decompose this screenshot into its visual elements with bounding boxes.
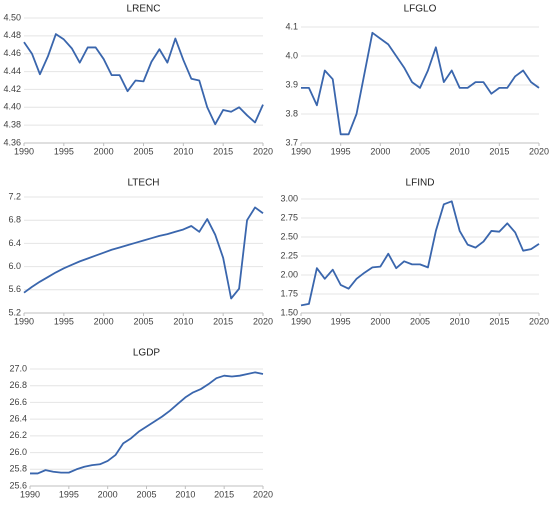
x-tick-label: 2015 xyxy=(213,146,233,156)
y-tick-label: 3.8 xyxy=(285,108,298,118)
x-tick-label: 1990 xyxy=(14,316,34,326)
y-tick-label: 6.4 xyxy=(8,238,21,248)
x-tick-label: 2010 xyxy=(175,489,195,499)
y-tick-label: 25.6 xyxy=(9,480,27,490)
x-tick-label: 2005 xyxy=(133,146,153,156)
x-tick-label: 2020 xyxy=(253,146,273,156)
y-tick-label: 4.36 xyxy=(3,137,21,147)
y-tick-label: 4.1 xyxy=(285,21,298,31)
x-tick-label: 2010 xyxy=(173,316,193,326)
y-tick-label: 26.4 xyxy=(9,414,27,424)
data-line xyxy=(300,200,540,307)
y-tick-label: 26.6 xyxy=(9,397,27,407)
chart-title: LRENC xyxy=(127,4,161,15)
y-tick-label: 6.0 xyxy=(8,261,21,271)
y-tick-label: 26.8 xyxy=(9,380,27,390)
chart-title: LTECH xyxy=(127,178,159,189)
x-tick-label: 1990 xyxy=(20,489,40,499)
x-tick-label: 2000 xyxy=(94,316,114,326)
x-tick-label: 2020 xyxy=(253,316,273,326)
y-tick-label: 5.2 xyxy=(8,307,21,317)
y-tick-label: 26.2 xyxy=(9,430,27,440)
x-tick-label: 1995 xyxy=(59,489,79,499)
y-tick-label: 27.0 xyxy=(9,363,27,373)
y-tick-label: 4.46 xyxy=(3,48,21,58)
y-tick-label: 3.9 xyxy=(285,79,298,89)
data-line xyxy=(23,33,264,126)
y-tick-label: 4.44 xyxy=(3,66,21,76)
chart-title: LGDP xyxy=(133,348,161,359)
y-tick-label: 4.50 xyxy=(3,12,21,22)
y-tick-label: 7.2 xyxy=(8,191,21,201)
data-line xyxy=(30,371,264,475)
x-tick-label: 1995 xyxy=(331,146,351,156)
y-tick-label: 3.00 xyxy=(280,193,298,203)
x-tick-label: 2010 xyxy=(173,146,193,156)
x-tick-label: 2000 xyxy=(94,146,114,156)
y-tick-label: 1.75 xyxy=(280,288,298,298)
x-tick-label: 1995 xyxy=(54,316,74,326)
y-tick-label: 4.0 xyxy=(285,50,298,60)
x-tick-label: 1995 xyxy=(331,316,351,326)
x-tick-label: 2005 xyxy=(133,316,153,326)
chart-title: LFGLO xyxy=(404,4,437,15)
x-tick-label: 2015 xyxy=(213,316,233,326)
y-tick-label: 1.50 xyxy=(280,307,298,317)
y-tick-label: 2.50 xyxy=(280,231,298,241)
x-tick-label: 2005 xyxy=(136,489,156,499)
x-tick-label: 2000 xyxy=(98,489,118,499)
x-tick-label: 2000 xyxy=(370,316,390,326)
x-tick-label: 2005 xyxy=(410,316,430,326)
x-tick-label: 2015 xyxy=(214,489,234,499)
data-line xyxy=(301,31,540,136)
y-tick-label: 4.48 xyxy=(3,30,21,40)
x-tick-label: 2010 xyxy=(450,316,470,326)
x-tick-label: 1990 xyxy=(291,146,311,156)
y-tick-label: 2.75 xyxy=(280,212,298,222)
x-tick-label: 1995 xyxy=(54,146,74,156)
x-tick-label: 2015 xyxy=(489,146,509,156)
x-tick-label: 1990 xyxy=(14,146,34,156)
x-tick-label: 2020 xyxy=(529,316,549,326)
data-line xyxy=(23,206,264,300)
x-tick-label: 2010 xyxy=(450,146,470,156)
x-tick-label: 2020 xyxy=(529,146,549,156)
y-tick-label: 6.8 xyxy=(8,215,21,225)
y-tick-label: 4.38 xyxy=(3,120,21,130)
x-tick-label: 2015 xyxy=(489,316,509,326)
y-tick-label: 5.6 xyxy=(8,284,21,294)
y-tick-label: 26.0 xyxy=(9,447,27,457)
y-tick-label: 2.25 xyxy=(280,250,298,260)
y-tick-label: 4.42 xyxy=(3,84,21,94)
y-tick-label: 25.8 xyxy=(9,464,27,474)
x-tick-label: 1990 xyxy=(291,316,311,326)
x-tick-label: 2020 xyxy=(253,489,273,499)
x-tick-label: 2005 xyxy=(410,146,430,156)
chart-title: LFIND xyxy=(406,178,435,189)
y-tick-label: 3.7 xyxy=(285,137,298,147)
y-tick-label: 2.00 xyxy=(280,269,298,279)
y-tick-label: 4.40 xyxy=(3,102,21,112)
x-tick-label: 2000 xyxy=(370,146,390,156)
